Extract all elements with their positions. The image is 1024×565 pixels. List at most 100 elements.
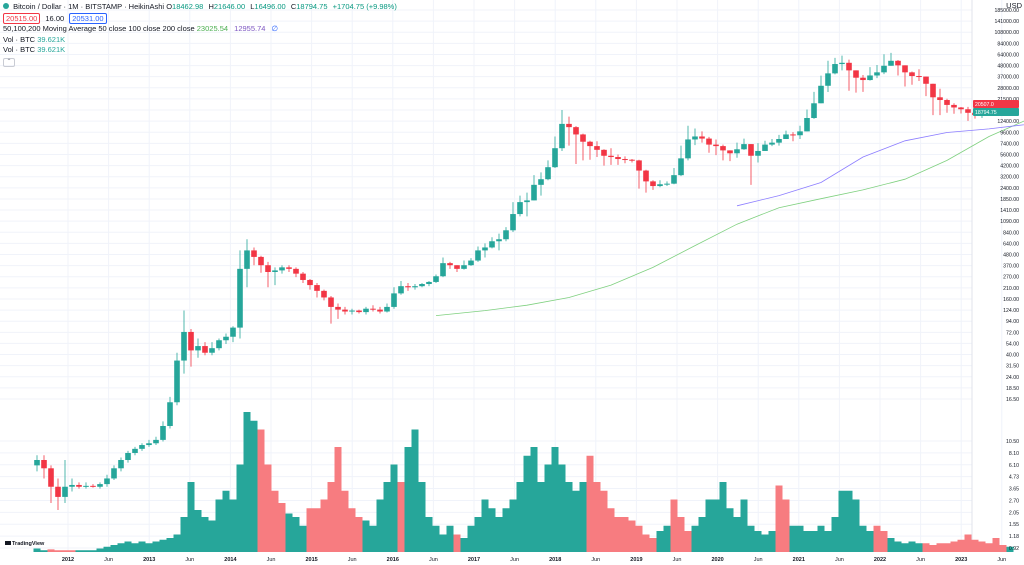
price-tick-label: 210.00 [1003, 286, 1019, 292]
candle [48, 465, 54, 503]
candle-body [958, 107, 964, 110]
tradingview-mark-icon [5, 541, 11, 545]
vol-indicator-row-1[interactable]: Vol · BTC 39.621K [3, 35, 397, 46]
candle-body [405, 286, 411, 288]
candle-body [160, 425, 166, 440]
candle-body [839, 62, 845, 65]
volume-tick-label: 0.92 [1009, 546, 1019, 552]
candle [496, 233, 502, 251]
vol-indicator-row-2[interactable]: Vol · BTC 39.621K [3, 45, 397, 56]
candle-body [923, 76, 929, 84]
volume-bar [628, 520, 636, 552]
sell-button[interactable]: 20515.00 [3, 12, 41, 24]
volume-bar [593, 482, 601, 552]
price-tick-label: 21500.00 [997, 97, 1019, 103]
volume-bar [726, 508, 734, 552]
volume-bar [327, 482, 335, 552]
candle-body [153, 439, 159, 444]
price-tick-label: 108000.00 [994, 30, 1019, 36]
candle-body [930, 83, 936, 98]
time-tick-label: 2023 [955, 557, 967, 563]
volume-bar [922, 543, 930, 552]
collapse-legend-button[interactable]: ⌃ [3, 57, 15, 67]
volume-bar [775, 485, 783, 552]
volume-bar [705, 499, 713, 552]
candle-body [475, 250, 481, 261]
candle-body [825, 73, 831, 86]
currency-label[interactable]: USD [1006, 1, 1022, 10]
buy-button[interactable]: 20531.00 [69, 12, 107, 24]
candle [321, 289, 327, 301]
time-tick-label: 2013 [143, 557, 155, 563]
price-tick-label: 40.00 [1006, 353, 1019, 359]
candle-body [741, 144, 747, 150]
candle-body [965, 109, 971, 113]
ma200-value: ∅ [271, 24, 279, 33]
time-tick-label: Jun [104, 557, 113, 563]
candle [125, 450, 131, 463]
volume-bar [964, 534, 972, 552]
volume-bar [656, 531, 664, 552]
volume-bar [481, 499, 489, 552]
volume-bar [418, 482, 426, 552]
candle-body [391, 293, 397, 307]
price-tick-label: 7400.00 [1000, 141, 1019, 147]
volume-bar [173, 534, 181, 552]
candle-body [699, 136, 705, 139]
candle [335, 303, 341, 319]
candle-body [384, 306, 390, 312]
candle [482, 243, 488, 258]
moving-average-lines [435, 120, 1024, 316]
candle [475, 246, 481, 262]
candle-body [349, 310, 355, 312]
volume-bar [600, 490, 608, 552]
symbol-title[interactable]: Bitcoin / Dollar · 1M · BITSTAMP · Heiki… [13, 2, 165, 11]
volume-bar [460, 538, 468, 552]
candle [363, 306, 369, 315]
candle [937, 88, 943, 116]
price-tick-label: 2400.00 [1000, 186, 1019, 192]
candle-body [748, 144, 754, 156]
last-price-tag-bg [973, 100, 1019, 108]
candle [559, 109, 565, 151]
candle [468, 258, 474, 266]
ma-indicator-row[interactable]: 50,100,200 Moving Average 50 close 100 c… [3, 24, 397, 35]
volume-bar [117, 543, 125, 552]
time-tick-label: Jun [510, 557, 519, 563]
price-tick-label: 3200.00 [1000, 175, 1019, 181]
candle-body [643, 170, 649, 182]
price-tick-label: 185000.00 [994, 8, 1019, 14]
candle-body [34, 459, 40, 466]
candle-body [804, 118, 810, 132]
volume-bar [985, 543, 993, 552]
candle [944, 98, 950, 113]
candle [818, 75, 824, 104]
candle-body [496, 239, 502, 242]
candle [216, 338, 222, 351]
price-tick-label: 640.00 [1003, 241, 1019, 247]
volume-bar [103, 546, 111, 552]
candle [601, 149, 607, 166]
tradingview-logo: TradingView [5, 541, 44, 547]
candle [97, 482, 103, 489]
volume-bar [257, 429, 265, 552]
price-tags: 20507.0 18794.75 [973, 100, 1019, 116]
candle-body [769, 142, 775, 145]
time-tick-label: 2016 [387, 557, 399, 563]
time-tick-label: 2014 [224, 557, 237, 563]
price-tick-label: 160.00 [1003, 297, 1019, 303]
candle-body [293, 268, 299, 274]
candle [636, 159, 642, 189]
candle [461, 260, 467, 270]
candle-body [83, 485, 89, 487]
price-tick-label: 370.00 [1003, 264, 1019, 270]
candle [706, 136, 712, 153]
ohlc-high: 21646.00 [213, 2, 246, 11]
candle-body [202, 346, 208, 353]
chart-grid [0, 0, 1003, 552]
volume-tick-label: 6.10 [1009, 463, 1019, 469]
candle [286, 265, 292, 272]
price-tick-label: 94.00 [1006, 319, 1019, 325]
candle [573, 126, 579, 165]
